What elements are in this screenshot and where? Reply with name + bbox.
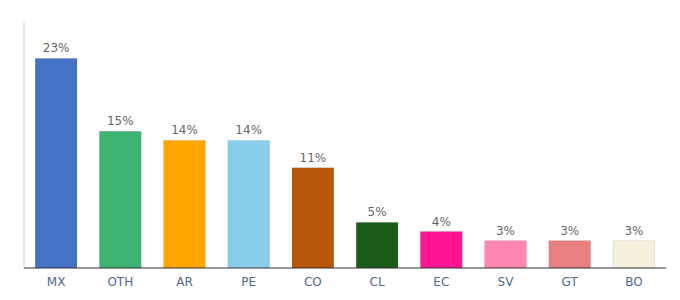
x-tick-label: CL <box>370 275 385 289</box>
x-tick-label: CO <box>304 275 322 289</box>
data-label: 3% <box>560 224 579 238</box>
x-tick-label: OTH <box>107 275 133 289</box>
bar <box>228 140 270 268</box>
chart-container: MX OTH AR PE CO CL EC SV GT BO 23% 15% 14% 14% 11% 5% 4%… <box>0 0 680 300</box>
bar <box>356 222 398 268</box>
bar <box>420 232 462 268</box>
chart-svg: MX OTH AR PE CO CL EC SV GT BO 23% 15% 14% 14% 11% 5% 4%… <box>0 0 680 300</box>
bar <box>35 58 77 268</box>
data-label: 3% <box>496 224 515 238</box>
data-labels: 23% 15% 14% 14% 11% 5% 4% 3% 3% 3% <box>43 41 644 237</box>
x-tick-label: MX <box>47 275 66 289</box>
data-label: 14% <box>235 123 262 137</box>
bar <box>99 131 141 268</box>
x-tick-label: AR <box>176 275 193 289</box>
data-label: 3% <box>624 224 643 238</box>
bar <box>613 241 655 268</box>
x-tick-label: BO <box>625 275 642 289</box>
x-tick-label: EC <box>433 275 449 289</box>
x-tick-label: GT <box>562 275 579 289</box>
axes: MX OTH AR PE CO CL EC SV GT BO <box>24 22 666 289</box>
data-label: 15% <box>107 114 134 128</box>
bar <box>164 140 206 268</box>
y-axis-line <box>24 22 25 268</box>
data-label: 14% <box>171 123 198 137</box>
plot-area <box>35 58 655 268</box>
x-tick-label: SV <box>498 275 515 289</box>
bar <box>549 241 591 268</box>
x-axis-line <box>24 267 666 268</box>
bar <box>292 168 334 268</box>
x-tick-label: PE <box>241 275 256 289</box>
data-label: 5% <box>368 205 387 219</box>
bar <box>485 241 527 268</box>
data-label: 23% <box>43 41 70 55</box>
data-label: 11% <box>300 151 327 165</box>
data-label: 4% <box>432 215 451 229</box>
